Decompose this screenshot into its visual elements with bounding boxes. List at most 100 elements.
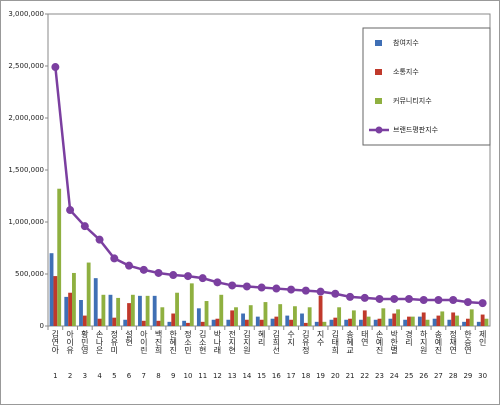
- bar: [255, 316, 260, 326]
- line-point: [419, 296, 428, 304]
- bar: [248, 305, 253, 326]
- y-tick-label: 1,000,000: [8, 218, 44, 226]
- line-point: [125, 261, 134, 270]
- line-point: [95, 235, 104, 244]
- bar: [234, 307, 238, 326]
- bar: [381, 308, 386, 326]
- rank-label: 16: [272, 372, 281, 380]
- bar: [189, 283, 194, 326]
- rank-label: 6: [127, 372, 132, 380]
- bar: [49, 253, 54, 326]
- bar: [175, 292, 179, 326]
- x-tick-label: 정채연: [449, 329, 458, 354]
- bar: [196, 308, 201, 326]
- line-point: [301, 286, 310, 295]
- x-tick-label: 박나래: [213, 329, 222, 355]
- line-point: [213, 278, 222, 287]
- x-tick-label: 김소현: [198, 329, 207, 354]
- legend-label: 브랜드평판지수: [393, 125, 439, 134]
- line-point: [110, 254, 119, 263]
- bar: [171, 313, 176, 326]
- x-tick-label: 송혜교: [346, 330, 355, 354]
- line-point: [272, 284, 281, 293]
- rank-label: 14: [242, 372, 251, 380]
- bar: [462, 321, 466, 326]
- rank-label: 18: [301, 372, 310, 380]
- bar: [204, 301, 209, 326]
- y-tick-label: 0: [40, 322, 44, 330]
- rank-label: 7: [142, 372, 146, 380]
- bar: [270, 318, 275, 326]
- bar: [476, 321, 481, 326]
- bar: [410, 316, 415, 326]
- line-point: [331, 289, 340, 298]
- x-tick-label: 정유미: [110, 329, 119, 355]
- bar: [263, 302, 268, 326]
- bar: [407, 316, 411, 326]
- bar: [259, 319, 264, 326]
- x-tick-label: 박한별: [389, 329, 398, 354]
- rank-label: 28: [449, 372, 458, 380]
- bar: [230, 310, 235, 326]
- x-tick-label: 지수: [316, 330, 325, 347]
- bar: [366, 316, 371, 326]
- rank-label: 1: [53, 372, 57, 380]
- bar: [436, 315, 441, 326]
- x-tick-label: 손예진: [375, 330, 384, 354]
- bar: [79, 300, 83, 326]
- x-tick-label: 김연아: [51, 329, 60, 355]
- bar: [152, 295, 157, 326]
- x-tick-label: 설현: [125, 329, 134, 346]
- line-point: [183, 272, 192, 281]
- bar: [274, 316, 279, 326]
- bar: [469, 309, 474, 326]
- rank-label: 9: [171, 372, 175, 380]
- bar: [432, 318, 437, 326]
- rank-label: 22: [360, 372, 369, 380]
- bar: [156, 320, 161, 326]
- rank-label: 12: [213, 372, 222, 380]
- bar: [417, 316, 422, 326]
- bar: [396, 309, 400, 326]
- bar: [289, 319, 294, 326]
- bar: [68, 292, 73, 326]
- bar: [82, 315, 87, 326]
- bar: [145, 295, 150, 326]
- rank-label: 5: [112, 372, 116, 380]
- x-tick-label: 아이린: [139, 329, 148, 354]
- x-tick-label: 김지원: [242, 329, 251, 354]
- bar: [200, 321, 205, 326]
- bar: [480, 314, 485, 326]
- rank-label: 2: [68, 372, 72, 380]
- bar: [314, 321, 319, 326]
- line-point: [287, 285, 296, 294]
- y-tick-label: 2,500,000: [8, 62, 44, 70]
- legend-swatch: [375, 69, 382, 75]
- line-point: [346, 292, 355, 301]
- x-tick-label: 한승연: [463, 330, 472, 354]
- bar: [97, 318, 102, 326]
- bar: [329, 319, 334, 326]
- bar: [392, 313, 397, 326]
- line-point: [478, 299, 487, 308]
- line-point: [463, 298, 472, 307]
- bar: [112, 317, 117, 326]
- line-point: [139, 265, 148, 274]
- bar: [465, 318, 470, 326]
- x-tick-label: 경리: [404, 329, 413, 347]
- bar: [226, 319, 231, 326]
- bar: [72, 272, 76, 326]
- rank-label: 29: [463, 372, 472, 380]
- rank-label: 11: [198, 372, 207, 380]
- bar: [425, 319, 430, 326]
- bar: [307, 307, 312, 326]
- bar: [344, 319, 349, 326]
- bar: [351, 310, 356, 326]
- bar: [127, 303, 131, 326]
- x-tick-label: 송예진: [434, 330, 443, 354]
- line-point: [228, 281, 237, 290]
- rank-label: 25: [405, 372, 414, 380]
- bar: [421, 312, 426, 326]
- bar: [219, 294, 224, 326]
